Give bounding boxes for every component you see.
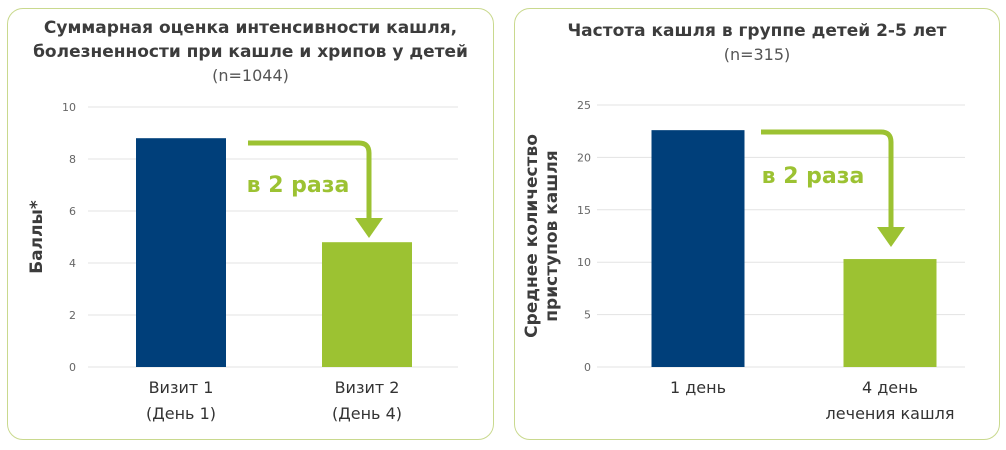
chart-subtitle: (n=1044) bbox=[212, 66, 289, 85]
x-category-label: Визит 2 bbox=[335, 378, 400, 397]
cough-frequency-chart: 0 5 10 15 20 25 Среднее количествоприступов ка… bbox=[522, 99, 965, 423]
reduction-arrow-head bbox=[877, 227, 905, 247]
bar bbox=[843, 259, 937, 367]
reduction-annotation: в 2 раза bbox=[762, 164, 865, 189]
chart-title-line-1: Суммарная оценка интенсивности кашля, bbox=[43, 18, 458, 38]
y-tick-label: 0 bbox=[584, 361, 591, 374]
bar bbox=[136, 138, 226, 367]
reduction-arrow-head bbox=[355, 218, 383, 238]
chart-panel-cough-score: Суммарная оценка интенсивности кашля, бо… bbox=[7, 8, 494, 440]
y-axis-label-line: Баллы* bbox=[27, 200, 47, 274]
y-tick-label: 8 bbox=[69, 153, 76, 166]
chart-subtitle: (n=315) bbox=[723, 45, 791, 64]
cough-score-chart: 0 2 4 6 8 10 Баллы* Визит 1 (День 1) Визит 2 (День… bbox=[27, 101, 458, 423]
y-tick-label: 10 bbox=[62, 101, 76, 114]
chart-panel-cough-frequency: Частота кашля в группе детей 2-5 лет (n=… bbox=[514, 8, 1000, 440]
y-tick-label: 20 bbox=[577, 151, 591, 164]
y-tick-label: 5 bbox=[584, 309, 591, 322]
x-category-label: лечения кашля bbox=[826, 404, 955, 423]
y-axis-label: Баллы* bbox=[27, 200, 47, 274]
reduction-arrow-shaft bbox=[761, 129, 894, 229]
reduction-annotation: в 2 раза bbox=[247, 173, 350, 198]
y-tick-label: 2 bbox=[69, 309, 76, 322]
y-axis-label-line: Среднее количество bbox=[522, 134, 542, 338]
y-tick-label: 4 bbox=[69, 257, 76, 270]
y-tick-label: 15 bbox=[577, 204, 591, 217]
y-axis-label: Среднее количествоприступов кашля bbox=[522, 134, 562, 338]
chart-title-line-2: болезненности при кашле и хрипов у детей bbox=[33, 42, 468, 62]
y-tick-label: 0 bbox=[69, 361, 76, 374]
x-category-label: (День 4) bbox=[332, 404, 402, 423]
y-axis-label-line: приступов кашля bbox=[542, 150, 562, 321]
x-category-label: (День 1) bbox=[146, 404, 216, 423]
reduction-arrow-shaft bbox=[248, 140, 372, 220]
bar bbox=[322, 242, 412, 367]
x-category-label: Визит 1 bbox=[149, 378, 214, 397]
x-category-label: 4 день bbox=[862, 378, 918, 397]
chart-title-line-1: Частота кашля в группе детей 2-5 лет bbox=[567, 21, 947, 41]
y-tick-label: 6 bbox=[69, 205, 76, 218]
y-tick-label: 25 bbox=[577, 99, 591, 112]
x-category-label: 1 день bbox=[670, 378, 726, 397]
y-tick-label: 10 bbox=[577, 256, 591, 269]
bar bbox=[651, 130, 745, 367]
